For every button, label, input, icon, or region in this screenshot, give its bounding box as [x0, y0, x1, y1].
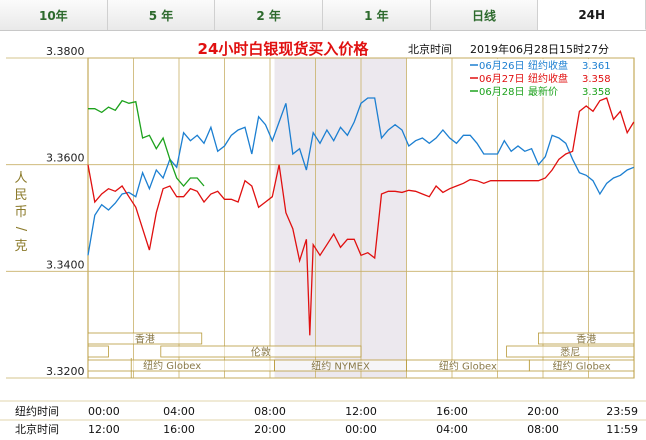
session-label: 香港: [135, 334, 155, 346]
series-line-1: [87, 97, 635, 336]
ylabel-char: 民: [14, 188, 27, 203]
time-label: 北京时间: [408, 42, 452, 56]
tab-0[interactable]: 10年: [0, 0, 108, 30]
series-line-2: [88, 99, 205, 187]
time-value: 2019年06月28日15时27分: [470, 42, 609, 56]
bj-tick: 00:00: [345, 423, 377, 436]
legend-label: 纽约收盘: [528, 59, 568, 72]
series-lines: [87, 97, 635, 336]
tab-1[interactable]: 5 年: [107, 0, 216, 30]
tab-3[interactable]: 1 年: [323, 0, 431, 30]
bj-tick: 04:00: [436, 423, 468, 436]
bj-tick: 16:00: [163, 423, 195, 436]
bj-tick: 12:00: [88, 423, 120, 436]
chart-labels: 3.3800 3.3600 3.3400 3.3200 人民币 / 克 24小时白银现货买入价…: [13, 40, 638, 436]
session-label: 纽约 Globex: [553, 360, 611, 373]
ytick-label: 3.3400: [46, 258, 85, 271]
chart-title: 24小时白银现货买入价格: [198, 40, 370, 58]
session-label: 悉尼: [560, 347, 580, 359]
ny-tick: 23:59: [606, 405, 638, 418]
ny-time-label: 纽约时间: [15, 404, 59, 418]
ny-tick: 04:00: [163, 405, 195, 418]
legend-date: 06月28日: [479, 86, 524, 98]
tab-5[interactable]: 24H: [538, 0, 646, 30]
legend-value: 3.358: [582, 87, 611, 98]
ytick-label: 3.3200: [46, 365, 85, 378]
tab-4[interactable]: 日线: [430, 0, 539, 30]
legend-box: [468, 59, 628, 97]
session-band: [87, 332, 203, 345]
session-label: 香港: [576, 334, 596, 346]
ny-tick: 12:00: [345, 405, 377, 418]
ylabel-char: 币: [14, 205, 27, 220]
session-band: [87, 345, 109, 358]
session-label: 纽约 NYMEX: [311, 360, 370, 373]
legend-date: 06月26日: [479, 60, 524, 72]
bj-time-label: 北京时间: [15, 422, 59, 436]
series-line-0: [87, 97, 635, 256]
legend-label: 纽约收盘: [528, 72, 568, 85]
ny-tick: 08:00: [254, 405, 286, 418]
bj-tick: 20:00: [254, 423, 286, 436]
legend-value: 3.358: [582, 74, 611, 85]
nymex-shade: [274, 58, 407, 378]
ylabel-char: 人: [14, 171, 27, 186]
session-band: [538, 332, 635, 345]
session-band: [160, 345, 362, 358]
ny-tick: 20:00: [527, 405, 559, 418]
session-label: 纽约 Globex: [439, 360, 497, 373]
legend-date: 06月27日: [479, 73, 524, 85]
session-label: 纽约 Globex: [143, 359, 201, 372]
ny-tick: 16:00: [436, 405, 468, 418]
ny-tick: 00:00: [88, 405, 120, 418]
bj-tick: 08:00: [527, 423, 559, 436]
session-band: [528, 359, 635, 372]
ytick-label: 3.3600: [46, 152, 85, 165]
session-label: 伦敦: [251, 346, 271, 359]
legend-value: 3.361: [582, 61, 611, 72]
legend-label: 最新价: [528, 85, 558, 98]
ylabel-char: 克: [14, 239, 27, 254]
ylabel-char: /: [13, 227, 28, 232]
tab-2[interactable]: 2 年: [215, 0, 324, 30]
bj-tick: 11:59: [606, 423, 638, 436]
ytick-label: 3.3800: [46, 45, 85, 58]
chart-grid: [0, 57, 646, 421]
session-band: [506, 345, 635, 358]
